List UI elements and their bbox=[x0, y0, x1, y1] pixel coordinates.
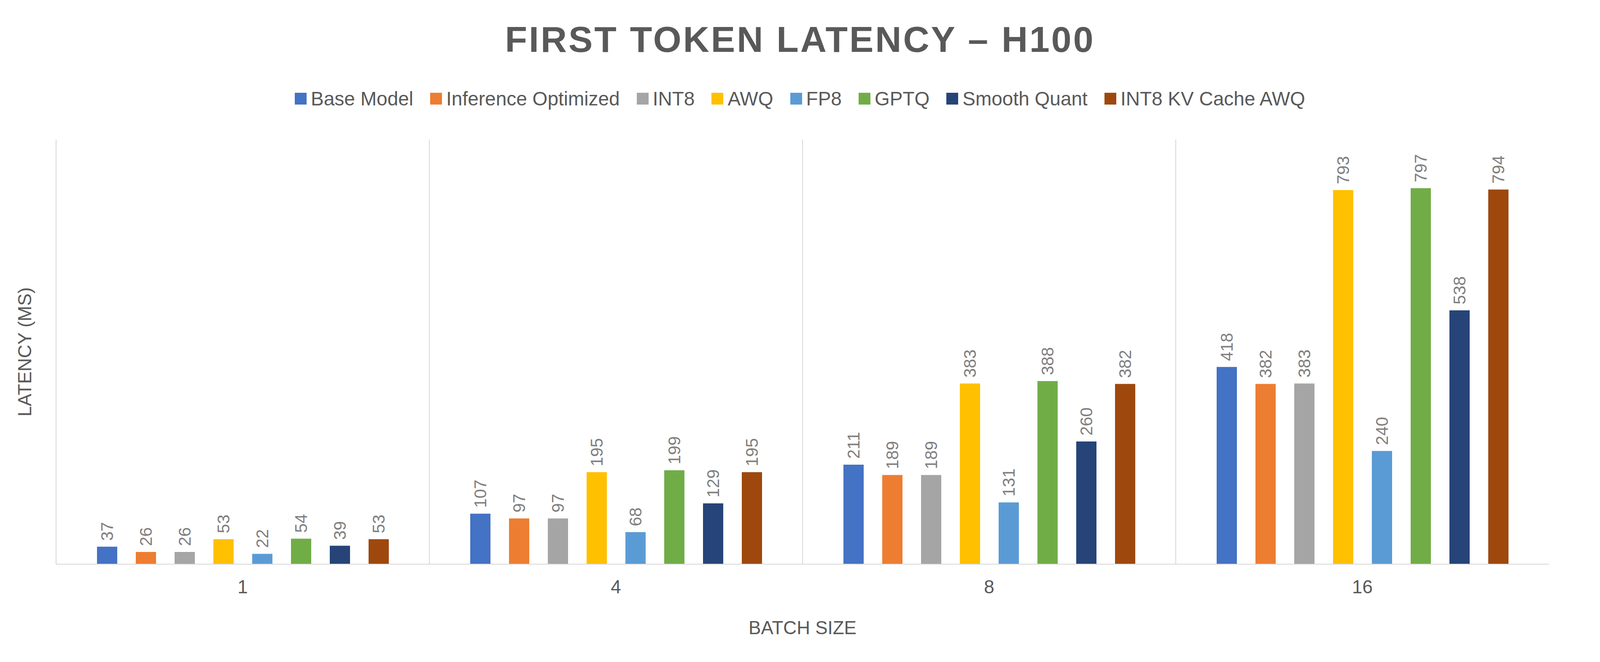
svg-text:383: 383 bbox=[960, 349, 980, 378]
html-text:Base Model: Base Model bbox=[310, 87, 414, 110]
svg-text:793: 793 bbox=[1333, 156, 1353, 185]
svg-text:BATCH SIZE: BATCH SIZE bbox=[748, 617, 857, 639]
html-text:INT8 KV Cache AWQ: INT8 KV Cache AWQ bbox=[1120, 87, 1306, 110]
svg-text:211: 211 bbox=[844, 431, 863, 459]
html-text:INT8: INT8 bbox=[652, 87, 695, 110]
svg-text:107: 107 bbox=[471, 479, 490, 509]
html-text:Smooth Quant: Smooth Quant bbox=[962, 87, 1088, 110]
svg-text:418: 418 bbox=[1217, 333, 1237, 362]
svg-text:1: 1 bbox=[237, 576, 248, 598]
svg-text:131: 131 bbox=[999, 468, 1019, 497]
svg-text:383: 383 bbox=[1295, 349, 1314, 378]
svg-text:195: 195 bbox=[742, 438, 762, 467]
svg-text:388: 388 bbox=[1038, 347, 1057, 376]
svg-text:22: 22 bbox=[253, 529, 272, 549]
svg-text:LATENCY (MS): LATENCY (MS) bbox=[14, 287, 36, 417]
html-text:GPTQ: GPTQ bbox=[874, 87, 930, 110]
svg-text:39: 39 bbox=[330, 521, 350, 541]
svg-text:37: 37 bbox=[97, 522, 117, 542]
svg-text:260: 260 bbox=[1077, 407, 1096, 436]
svg-text:382: 382 bbox=[1115, 350, 1135, 379]
svg-text:199: 199 bbox=[665, 436, 684, 465]
html-text:FP8: FP8 bbox=[806, 87, 842, 110]
html-text:FIRST TOKEN LATENCY – H100: FIRST TOKEN LATENCY – H100 bbox=[505, 18, 1095, 60]
svg-text:8: 8 bbox=[983, 576, 994, 598]
svg-text:189: 189 bbox=[921, 441, 941, 470]
html-text:Inference Optimized: Inference Optimized bbox=[446, 87, 620, 110]
svg-text:54: 54 bbox=[291, 514, 311, 534]
svg-text:797: 797 bbox=[1411, 153, 1431, 183]
svg-text:53: 53 bbox=[369, 514, 388, 534]
svg-text:97: 97 bbox=[548, 493, 568, 513]
svg-text:129: 129 bbox=[703, 469, 723, 498]
svg-text:382: 382 bbox=[1256, 350, 1275, 379]
svg-text:189: 189 bbox=[883, 441, 902, 470]
svg-text:240: 240 bbox=[1372, 417, 1392, 446]
svg-text:794: 794 bbox=[1489, 155, 1508, 184]
html-text:AWQ: AWQ bbox=[727, 87, 774, 110]
svg-text:16: 16 bbox=[1352, 576, 1373, 598]
svg-text:97: 97 bbox=[509, 493, 529, 513]
svg-text:538: 538 bbox=[1450, 276, 1469, 305]
svg-text:195: 195 bbox=[587, 438, 607, 467]
svg-text:4: 4 bbox=[610, 576, 621, 598]
svg-text:26: 26 bbox=[136, 527, 156, 547]
svg-text:68: 68 bbox=[626, 507, 645, 527]
svg-text:53: 53 bbox=[214, 514, 233, 534]
svg-text:26: 26 bbox=[175, 527, 194, 547]
